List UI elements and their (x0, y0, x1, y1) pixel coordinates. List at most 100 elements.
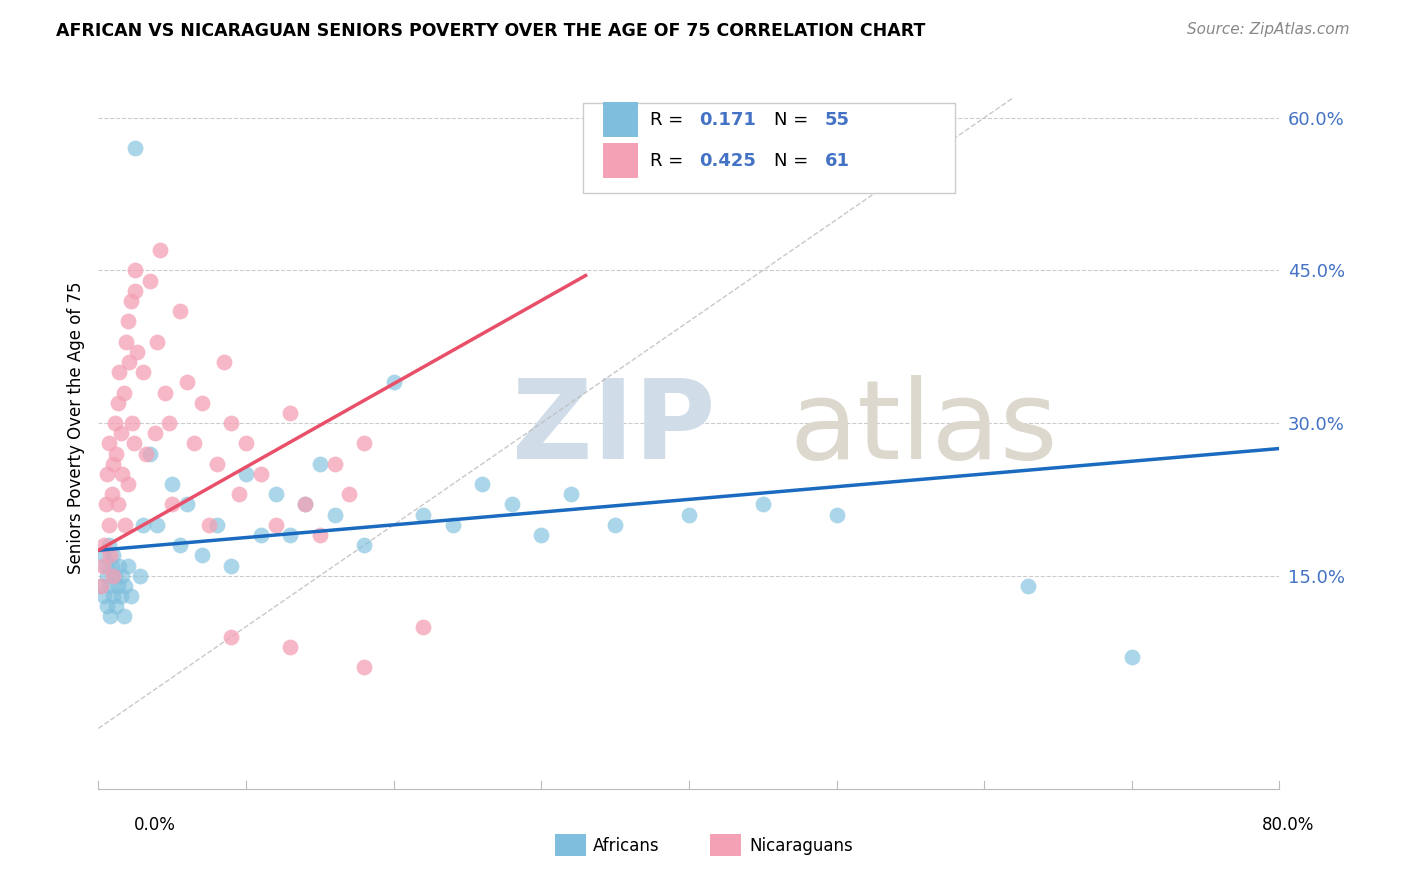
Point (107, 395, 129, 409)
Point (162, 498, 183, 512)
Point (107, 498, 129, 512)
Point (353, 660, 375, 674)
Point (309, 457, 332, 471)
Point (90, 579, 112, 593)
Text: R =: R = (650, 111, 689, 128)
Point (221, 630, 243, 644)
Point (235, 436, 257, 450)
Text: 80.0%: 80.0% (1263, 816, 1315, 834)
Point (104, 568, 127, 582)
Point (250, 467, 273, 481)
Point (146, 517, 169, 532)
Point (108, 558, 131, 573)
Point (112, 609, 135, 624)
Point (124, 141, 146, 155)
Point (146, 334, 169, 349)
Point (139, 274, 162, 288)
Point (105, 447, 128, 461)
Point (100, 558, 122, 573)
Point (280, 528, 302, 542)
Point (94, 498, 117, 512)
Point (111, 467, 134, 481)
Point (115, 334, 138, 349)
Point (108, 365, 131, 379)
Point (169, 538, 191, 552)
Text: Source: ZipAtlas.com: Source: ZipAtlas.com (1187, 22, 1350, 37)
Point (90, 579, 112, 593)
Text: N =: N = (773, 111, 814, 128)
Point (191, 395, 214, 409)
Point (157, 416, 180, 430)
Text: AFRICAN VS NICARAGUAN SENIORS POVERTY OVER THE AGE OF 75 CORRELATION CHART: AFRICAN VS NICARAGUAN SENIORS POVERTY OV… (56, 22, 925, 40)
Point (212, 355, 235, 369)
Point (191, 549, 214, 563)
Point (441, 517, 464, 532)
Text: 0.0%: 0.0% (134, 816, 176, 834)
Point (121, 416, 143, 430)
FancyBboxPatch shape (603, 103, 638, 137)
Point (120, 293, 142, 308)
Point (235, 467, 257, 481)
Point (205, 457, 228, 471)
Point (678, 508, 700, 522)
Point (96, 568, 118, 582)
Point (105, 599, 128, 614)
Point (132, 517, 155, 532)
Point (1121, 650, 1143, 665)
Point (132, 365, 155, 379)
Point (294, 498, 316, 512)
Point (139, 447, 162, 461)
Text: atlas: atlas (789, 375, 1057, 482)
Point (103, 589, 125, 603)
Point (752, 498, 775, 512)
Point (104, 416, 127, 430)
Point (176, 498, 198, 512)
Point (91, 558, 114, 573)
Point (97, 538, 120, 552)
Point (120, 589, 142, 603)
Point (162, 477, 183, 491)
Point (530, 528, 553, 542)
Point (107, 579, 129, 593)
Point (825, 508, 848, 522)
Point (198, 517, 221, 532)
Point (221, 558, 243, 573)
Text: R =: R = (650, 152, 689, 169)
Point (117, 314, 139, 328)
Point (111, 568, 134, 582)
Point (110, 426, 132, 441)
Point (97, 436, 120, 450)
Text: 0.171: 0.171 (700, 111, 756, 128)
Point (103, 549, 125, 563)
Point (128, 568, 150, 582)
Point (412, 619, 434, 633)
Point (471, 477, 494, 491)
Y-axis label: Seniors Poverty Over the Age of 75: Seniors Poverty Over the Age of 75 (66, 282, 84, 574)
Text: 55: 55 (825, 111, 849, 128)
Point (264, 517, 287, 532)
Point (205, 517, 228, 532)
Point (96, 599, 118, 614)
Point (250, 528, 273, 542)
Point (114, 517, 136, 532)
Point (98, 609, 121, 624)
Point (501, 498, 523, 512)
Point (110, 589, 132, 603)
Point (103, 568, 125, 582)
Point (143, 426, 166, 441)
Point (98, 549, 121, 563)
Point (264, 487, 287, 501)
Point (103, 457, 125, 471)
Text: N =: N = (773, 152, 814, 169)
Point (122, 436, 145, 450)
Point (228, 487, 250, 501)
Point (382, 376, 405, 390)
Text: 0.425: 0.425 (700, 152, 756, 169)
Point (1018, 579, 1040, 593)
Point (93, 538, 115, 552)
Point (605, 517, 627, 532)
Text: 61: 61 (825, 152, 849, 169)
Point (124, 263, 146, 277)
Point (91, 549, 114, 563)
Point (169, 304, 191, 318)
